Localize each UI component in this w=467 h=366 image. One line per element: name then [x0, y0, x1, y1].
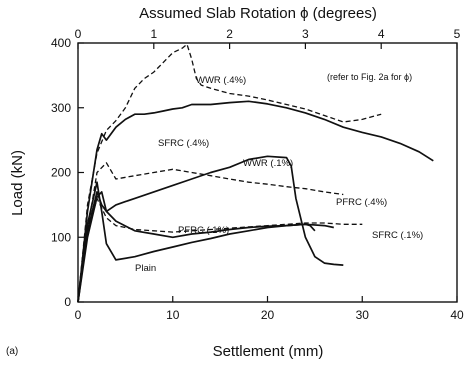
- phi-note: (refer to Fig. 2a for ϕ): [327, 72, 412, 82]
- label-sfrc-01: SFRC (.1%): [372, 230, 423, 241]
- label-sfrc-04: SFRC (.4%): [158, 138, 209, 149]
- label-plain: Plain: [135, 263, 156, 274]
- top-tick-label: 3: [302, 27, 309, 41]
- label-pfrc-01: PFRC (.1%): [178, 225, 229, 236]
- series-line-sfrc-4: [77, 100, 434, 303]
- x-axis-title: Settlement (mm): [213, 343, 324, 360]
- top-tick-label: 1: [150, 27, 157, 41]
- top-tick-label: 0: [75, 27, 82, 41]
- x-tick-label: 40: [450, 308, 464, 322]
- label-wwr-04: WWR (.4%): [196, 75, 246, 86]
- top-tick-label: 5: [454, 27, 461, 41]
- series-line-pfrc-1: [77, 191, 334, 303]
- y-tick-label: 200: [51, 166, 71, 180]
- label-pfrc-04: PFRC (.4%): [336, 197, 387, 208]
- panel-label: (a): [6, 346, 18, 357]
- y-tick-label: 0: [64, 295, 71, 309]
- x-tick-label: 10: [166, 308, 180, 322]
- top-tick-label: 2: [226, 27, 233, 41]
- series-line-wwr-1: [77, 155, 344, 303]
- series-line-wwr-4: [77, 43, 382, 303]
- y-tick-label: 100: [51, 230, 71, 244]
- label-wwr-01: WWR (.1%): [243, 158, 293, 169]
- series-line-pfrc-4: [77, 162, 344, 303]
- top-axis-title: Assumed Slab Rotation ϕ (degrees): [139, 5, 377, 22]
- top-tick-label: 4: [378, 27, 385, 41]
- y-tick-label: 300: [51, 101, 71, 115]
- labels-layer: Assumed Slab Rotation ϕ (degrees) Settle…: [6, 5, 423, 360]
- series-line-plain: [77, 181, 316, 303]
- y-tick-label: 400: [51, 36, 71, 50]
- series-layer: [77, 43, 434, 303]
- x-tick-label: 30: [356, 308, 370, 322]
- x-tick-label: 20: [261, 308, 275, 322]
- series-line-sfrc-1: [77, 197, 363, 303]
- y-axis-title: Load (kN): [9, 150, 26, 216]
- x-tick-label: 0: [75, 308, 82, 322]
